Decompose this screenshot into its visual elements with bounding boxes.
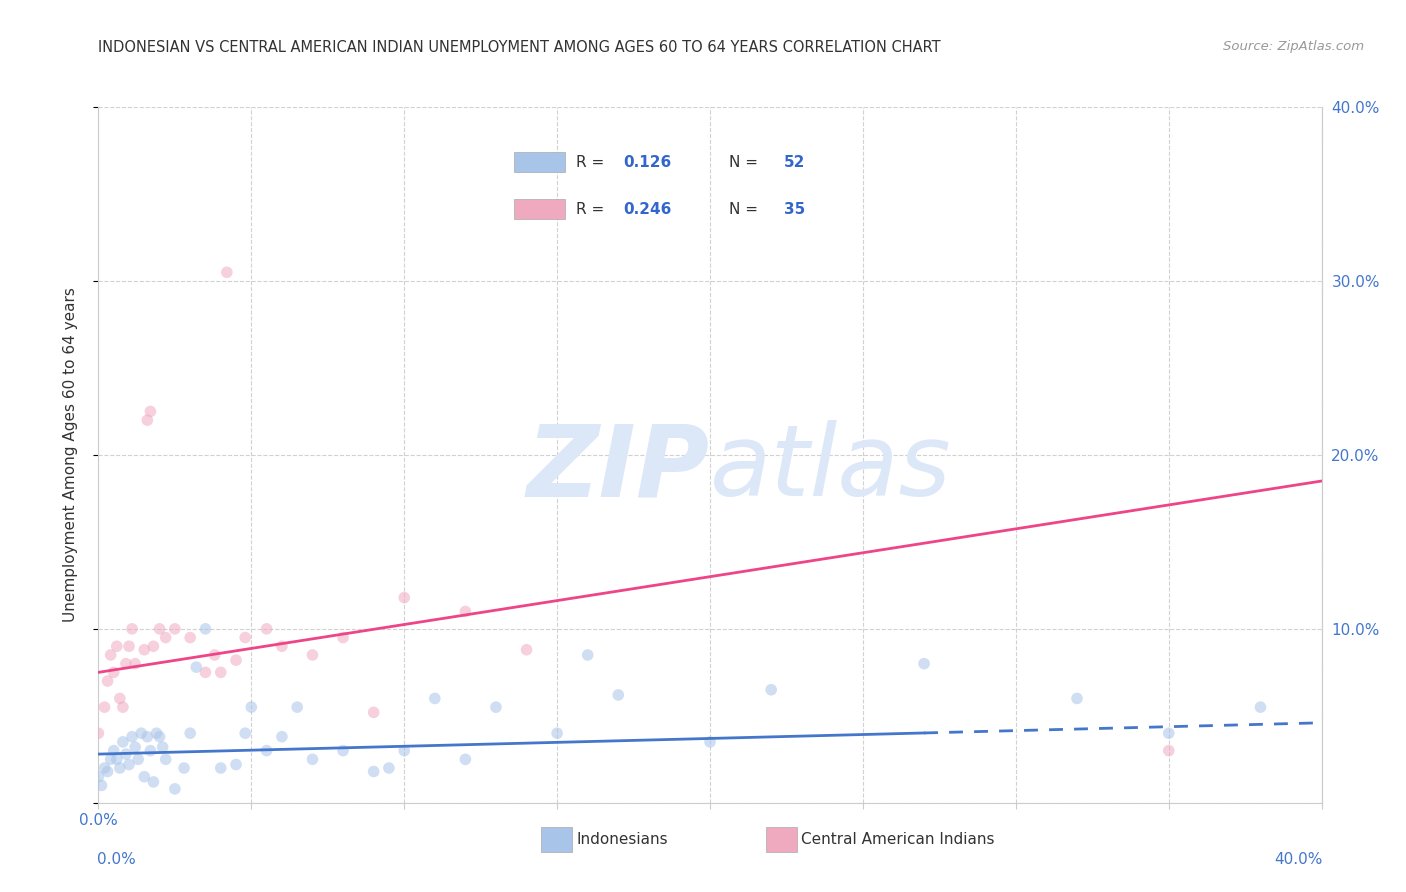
Point bbox=[607, 688, 630, 702]
Point bbox=[270, 730, 292, 744]
Point bbox=[301, 752, 323, 766]
Point bbox=[155, 752, 177, 766]
Point bbox=[163, 622, 186, 636]
Point bbox=[100, 648, 122, 662]
Point bbox=[163, 781, 186, 796]
Point bbox=[121, 622, 143, 636]
Point bbox=[301, 648, 323, 662]
Point bbox=[149, 730, 172, 744]
Point bbox=[332, 631, 354, 645]
Point bbox=[93, 700, 115, 714]
Point bbox=[1157, 726, 1180, 740]
Point bbox=[209, 761, 232, 775]
Point bbox=[179, 631, 201, 645]
Point bbox=[194, 622, 217, 636]
Point bbox=[115, 657, 138, 671]
Point bbox=[759, 682, 782, 697]
Point bbox=[1066, 691, 1088, 706]
Text: Central American Indians: Central American Indians bbox=[801, 832, 995, 847]
Point bbox=[233, 726, 256, 740]
Point bbox=[378, 761, 401, 775]
Point bbox=[179, 726, 201, 740]
Y-axis label: Unemployment Among Ages 60 to 64 years: Unemployment Among Ages 60 to 64 years bbox=[63, 287, 77, 623]
Point bbox=[699, 735, 721, 749]
Point bbox=[392, 591, 416, 605]
Point bbox=[546, 726, 568, 740]
Point bbox=[139, 744, 162, 758]
Point bbox=[136, 730, 159, 744]
Point bbox=[115, 747, 138, 761]
Point bbox=[142, 639, 165, 653]
Point bbox=[204, 648, 226, 662]
Point bbox=[105, 639, 128, 653]
Point bbox=[215, 265, 238, 279]
Point bbox=[103, 665, 125, 680]
Point bbox=[100, 752, 122, 766]
Point bbox=[485, 700, 508, 714]
Point bbox=[111, 700, 134, 714]
Point bbox=[121, 730, 143, 744]
Point bbox=[225, 653, 247, 667]
Point bbox=[118, 639, 141, 653]
Point bbox=[129, 726, 152, 740]
Point bbox=[142, 775, 165, 789]
Point bbox=[256, 622, 278, 636]
Text: Indonesians: Indonesians bbox=[576, 832, 668, 847]
Point bbox=[87, 726, 110, 740]
Text: 0.0%: 0.0% bbox=[97, 852, 136, 866]
Point bbox=[108, 761, 131, 775]
Point bbox=[423, 691, 446, 706]
Point bbox=[332, 744, 354, 758]
Point bbox=[363, 706, 385, 720]
Point bbox=[285, 700, 308, 714]
Point bbox=[97, 764, 120, 779]
Point bbox=[152, 740, 174, 755]
Text: 40.0%: 40.0% bbox=[1274, 852, 1323, 866]
Point bbox=[105, 752, 128, 766]
Text: atlas: atlas bbox=[710, 420, 952, 517]
Point bbox=[127, 752, 149, 766]
Point bbox=[912, 657, 935, 671]
Text: ZIP: ZIP bbox=[527, 420, 710, 517]
Point bbox=[87, 770, 110, 784]
Point bbox=[108, 691, 131, 706]
Point bbox=[93, 761, 115, 775]
Point bbox=[124, 740, 146, 755]
Point bbox=[270, 639, 292, 653]
Point bbox=[233, 631, 256, 645]
Point bbox=[173, 761, 195, 775]
Point bbox=[1249, 700, 1271, 714]
Point bbox=[186, 660, 208, 674]
Point bbox=[454, 752, 477, 766]
Point bbox=[134, 642, 156, 657]
Point bbox=[145, 726, 167, 740]
Point bbox=[103, 744, 125, 758]
Point bbox=[90, 778, 112, 792]
Point bbox=[454, 605, 477, 619]
Point bbox=[392, 744, 416, 758]
Point bbox=[136, 413, 159, 427]
Point bbox=[209, 665, 232, 680]
Point bbox=[256, 744, 278, 758]
Text: Source: ZipAtlas.com: Source: ZipAtlas.com bbox=[1223, 40, 1364, 54]
Point bbox=[118, 757, 141, 772]
Point bbox=[97, 674, 120, 689]
Point bbox=[225, 757, 247, 772]
Point bbox=[1157, 744, 1180, 758]
Point bbox=[149, 622, 172, 636]
Point bbox=[111, 735, 134, 749]
Point bbox=[155, 631, 177, 645]
Point bbox=[124, 657, 146, 671]
Point bbox=[134, 770, 156, 784]
Point bbox=[516, 642, 538, 657]
Point bbox=[363, 764, 385, 779]
Point bbox=[194, 665, 217, 680]
Point bbox=[139, 404, 162, 418]
Point bbox=[240, 700, 263, 714]
Text: INDONESIAN VS CENTRAL AMERICAN INDIAN UNEMPLOYMENT AMONG AGES 60 TO 64 YEARS COR: INDONESIAN VS CENTRAL AMERICAN INDIAN UN… bbox=[98, 40, 941, 55]
Point bbox=[576, 648, 599, 662]
